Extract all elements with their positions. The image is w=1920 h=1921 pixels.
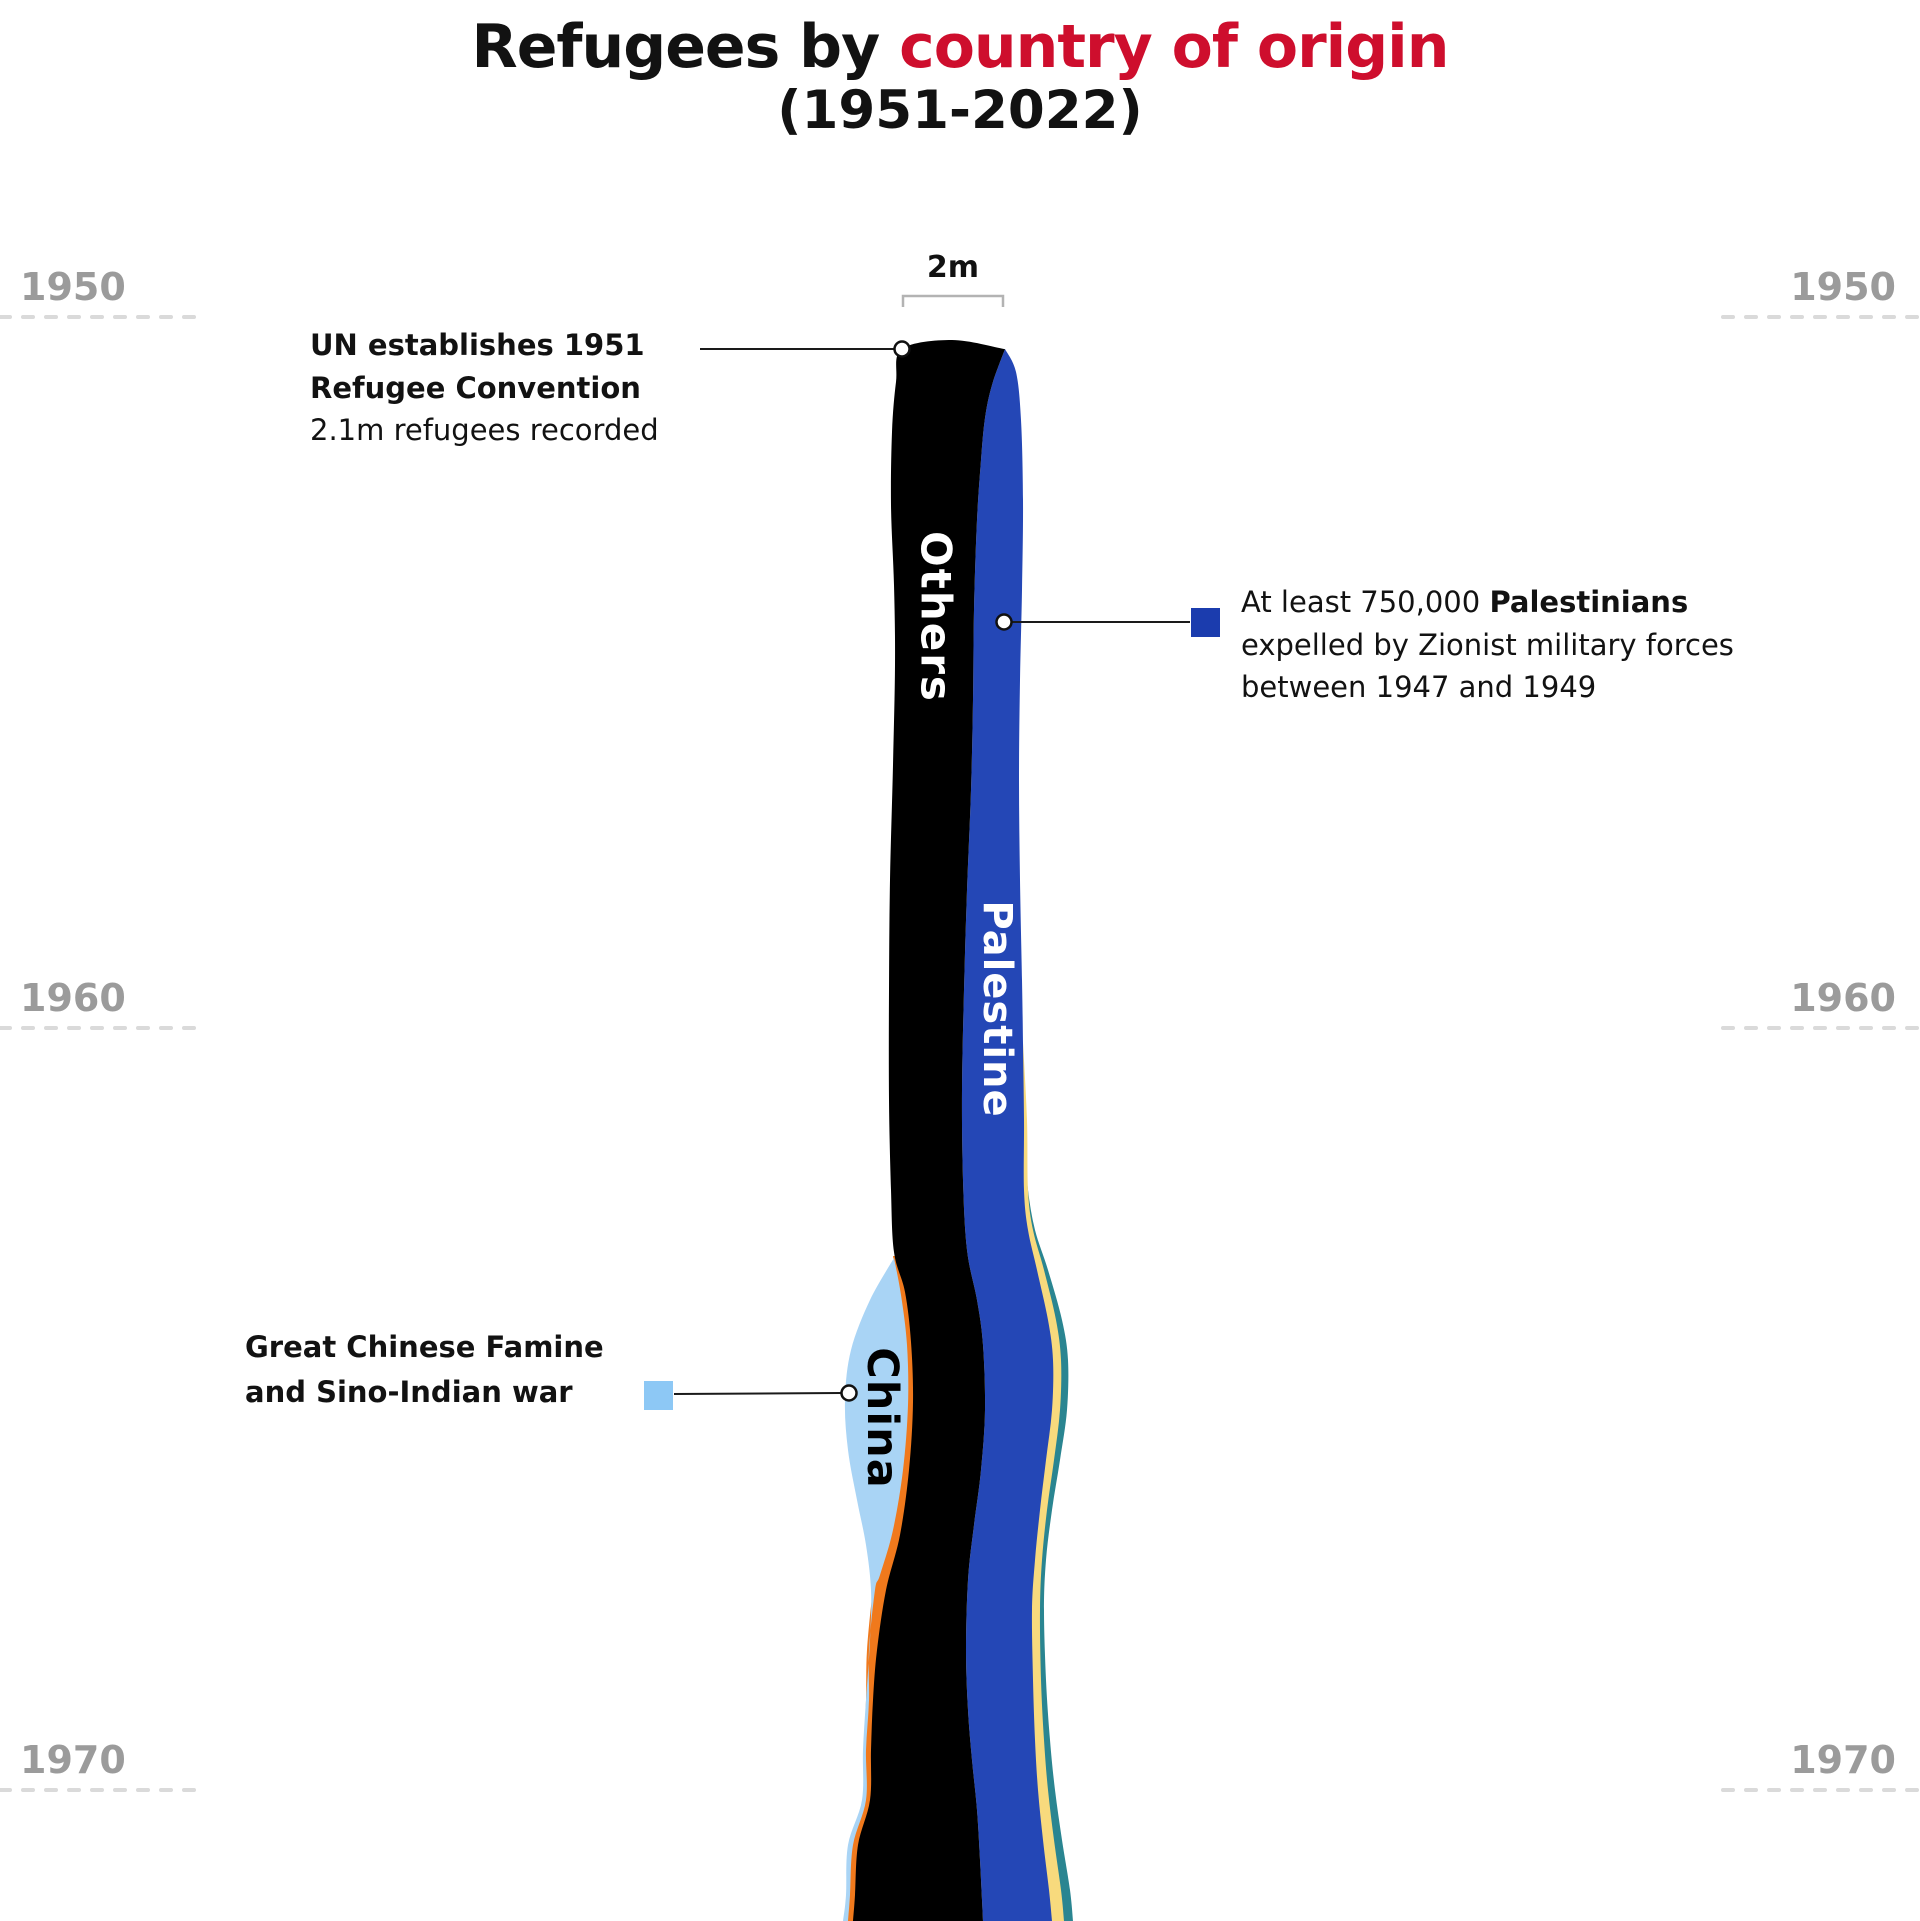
annotation-palestinians: At least 750,000 Palestinians expelled b… — [1241, 581, 1734, 709]
annotation-palestine-line1: At least 750,000 Palestinians — [1241, 581, 1734, 624]
stream-band-teal — [1023, 1152, 1073, 1921]
annotation-china-line2: and Sino-Indian war — [245, 1374, 573, 1409]
anchor-circle-un — [893, 340, 911, 358]
annotation-palestine-line1-bold: Palestinians — [1489, 585, 1689, 619]
stream-bands — [843, 340, 1073, 1921]
scale-bracket — [901, 294, 1005, 307]
stream-band-orange — [846, 1256, 916, 1921]
stream-band-palestine — [961, 349, 1054, 1921]
stream-label-palestine: Palestine — [974, 900, 1020, 1117]
stream-label-china: China — [857, 1347, 907, 1489]
title-black-part: Refugees by — [471, 12, 900, 82]
stream-label-others: Others — [912, 531, 961, 703]
annotation-un-line2: Refugee Convention — [310, 370, 641, 405]
title-subtitle: (1951-2022) — [777, 80, 1143, 142]
stream-band-china — [843, 1258, 909, 1921]
year-label-left-1970: 1970 — [20, 1738, 126, 1782]
anchor-circle-china — [840, 1384, 858, 1402]
title-red-part: country of origin — [899, 12, 1449, 82]
annotation-palestine-line2: expelled by Zionist military forces — [1241, 627, 1734, 662]
anchor-circle-palestine — [995, 613, 1013, 631]
scale-bar-label: 2m — [926, 250, 980, 285]
year-label-left-1950: 1950 — [20, 265, 126, 309]
stream-band-others — [853, 340, 1005, 1921]
page-title: Refugees by country of origin (1951-2022… — [0, 12, 1920, 142]
annotation-un-line1: UN establishes 1951 — [310, 328, 645, 362]
annotation-china-line1: Great Chinese Famine — [245, 1330, 604, 1364]
year-label-left-1960: 1960 — [20, 976, 126, 1020]
annotation-palestine-line1-regular: At least 750,000 — [1241, 585, 1490, 619]
china-marker-square — [644, 1381, 673, 1410]
year-label-right-1970: 1970 — [1790, 1738, 1896, 1782]
year-label-right-1960: 1960 — [1790, 976, 1896, 1020]
year-label-right-1950: 1950 — [1790, 265, 1896, 309]
annotation-palestine-line3: between 1947 and 1949 — [1241, 670, 1597, 705]
palestine-marker-square — [1191, 608, 1220, 637]
annotation-china-famine: Great Chinese Famine and Sino-Indian war — [245, 1325, 604, 1415]
annotation-un-line3: 2.1m refugees recorded — [310, 413, 659, 448]
annotation-un-convention: UN establishes 1951 Refugee Convention 2… — [310, 324, 659, 452]
title-line1: Refugees by country of origin — [0, 12, 1920, 82]
connector-china — [673, 1392, 842, 1395]
decade-gridlines — [0, 315, 1920, 1792]
